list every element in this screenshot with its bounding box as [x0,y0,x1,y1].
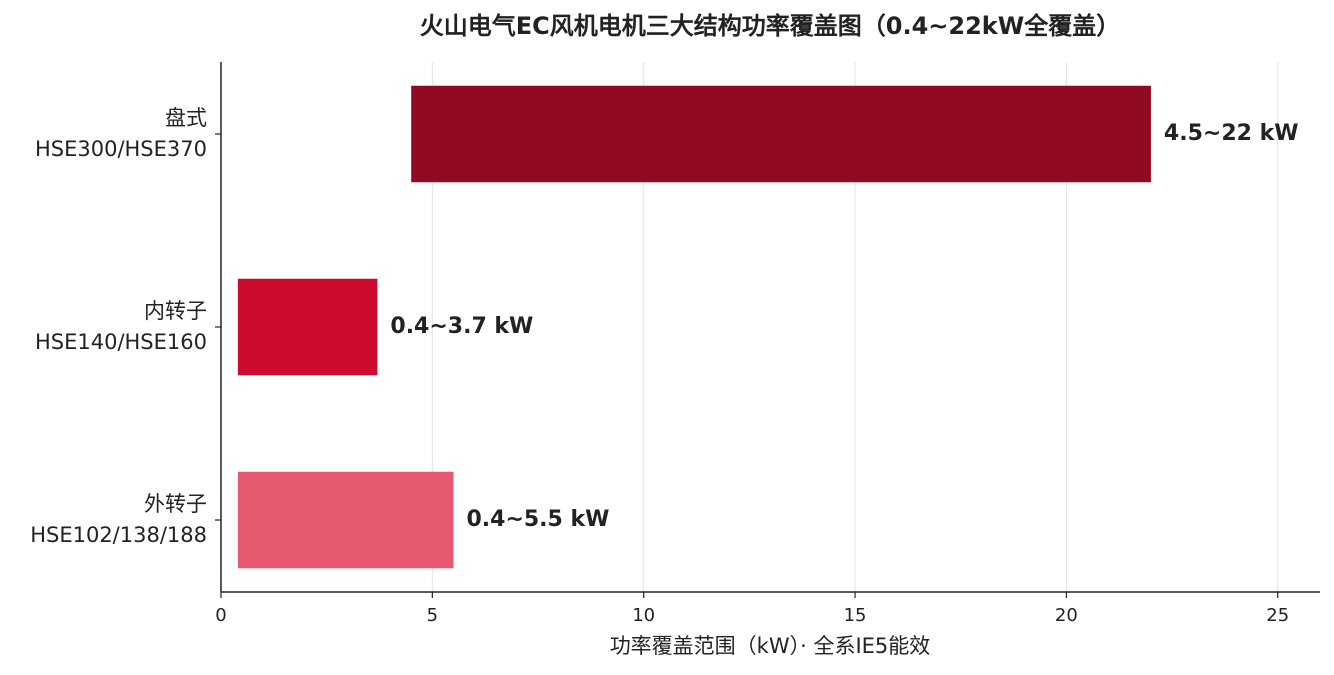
y-tick-label: 外转子 HSE102/138/188 [30,492,207,547]
x-tick-label: 5 [427,605,438,626]
y-tick-label: 盘式 HSE300/HSE370 [34,105,207,161]
x-tick-label: 0 [215,605,226,626]
y-tick-label: 内转子 HSE140/HSE160 [34,299,207,354]
x-tick-label: 10 [632,605,655,626]
x-tick-label: 25 [1266,605,1289,626]
value-label: 0.4~3.7 kW [390,314,533,339]
bar [237,278,378,376]
chart-title: 火山电气EC风机电机三大结构功率覆盖图（0.4~22kW全覆盖） [420,12,1120,40]
bar [237,471,454,569]
x-tick-label: 15 [844,605,867,626]
value-label: 4.5~22 kW [1164,121,1299,146]
value-label: 0.4~5.5 kW [466,507,609,532]
x-axis-label: 功率覆盖范围（kW）· 全系IE5能效 [610,634,931,658]
x-tick-label: 20 [1055,605,1078,626]
bar [411,85,1151,183]
